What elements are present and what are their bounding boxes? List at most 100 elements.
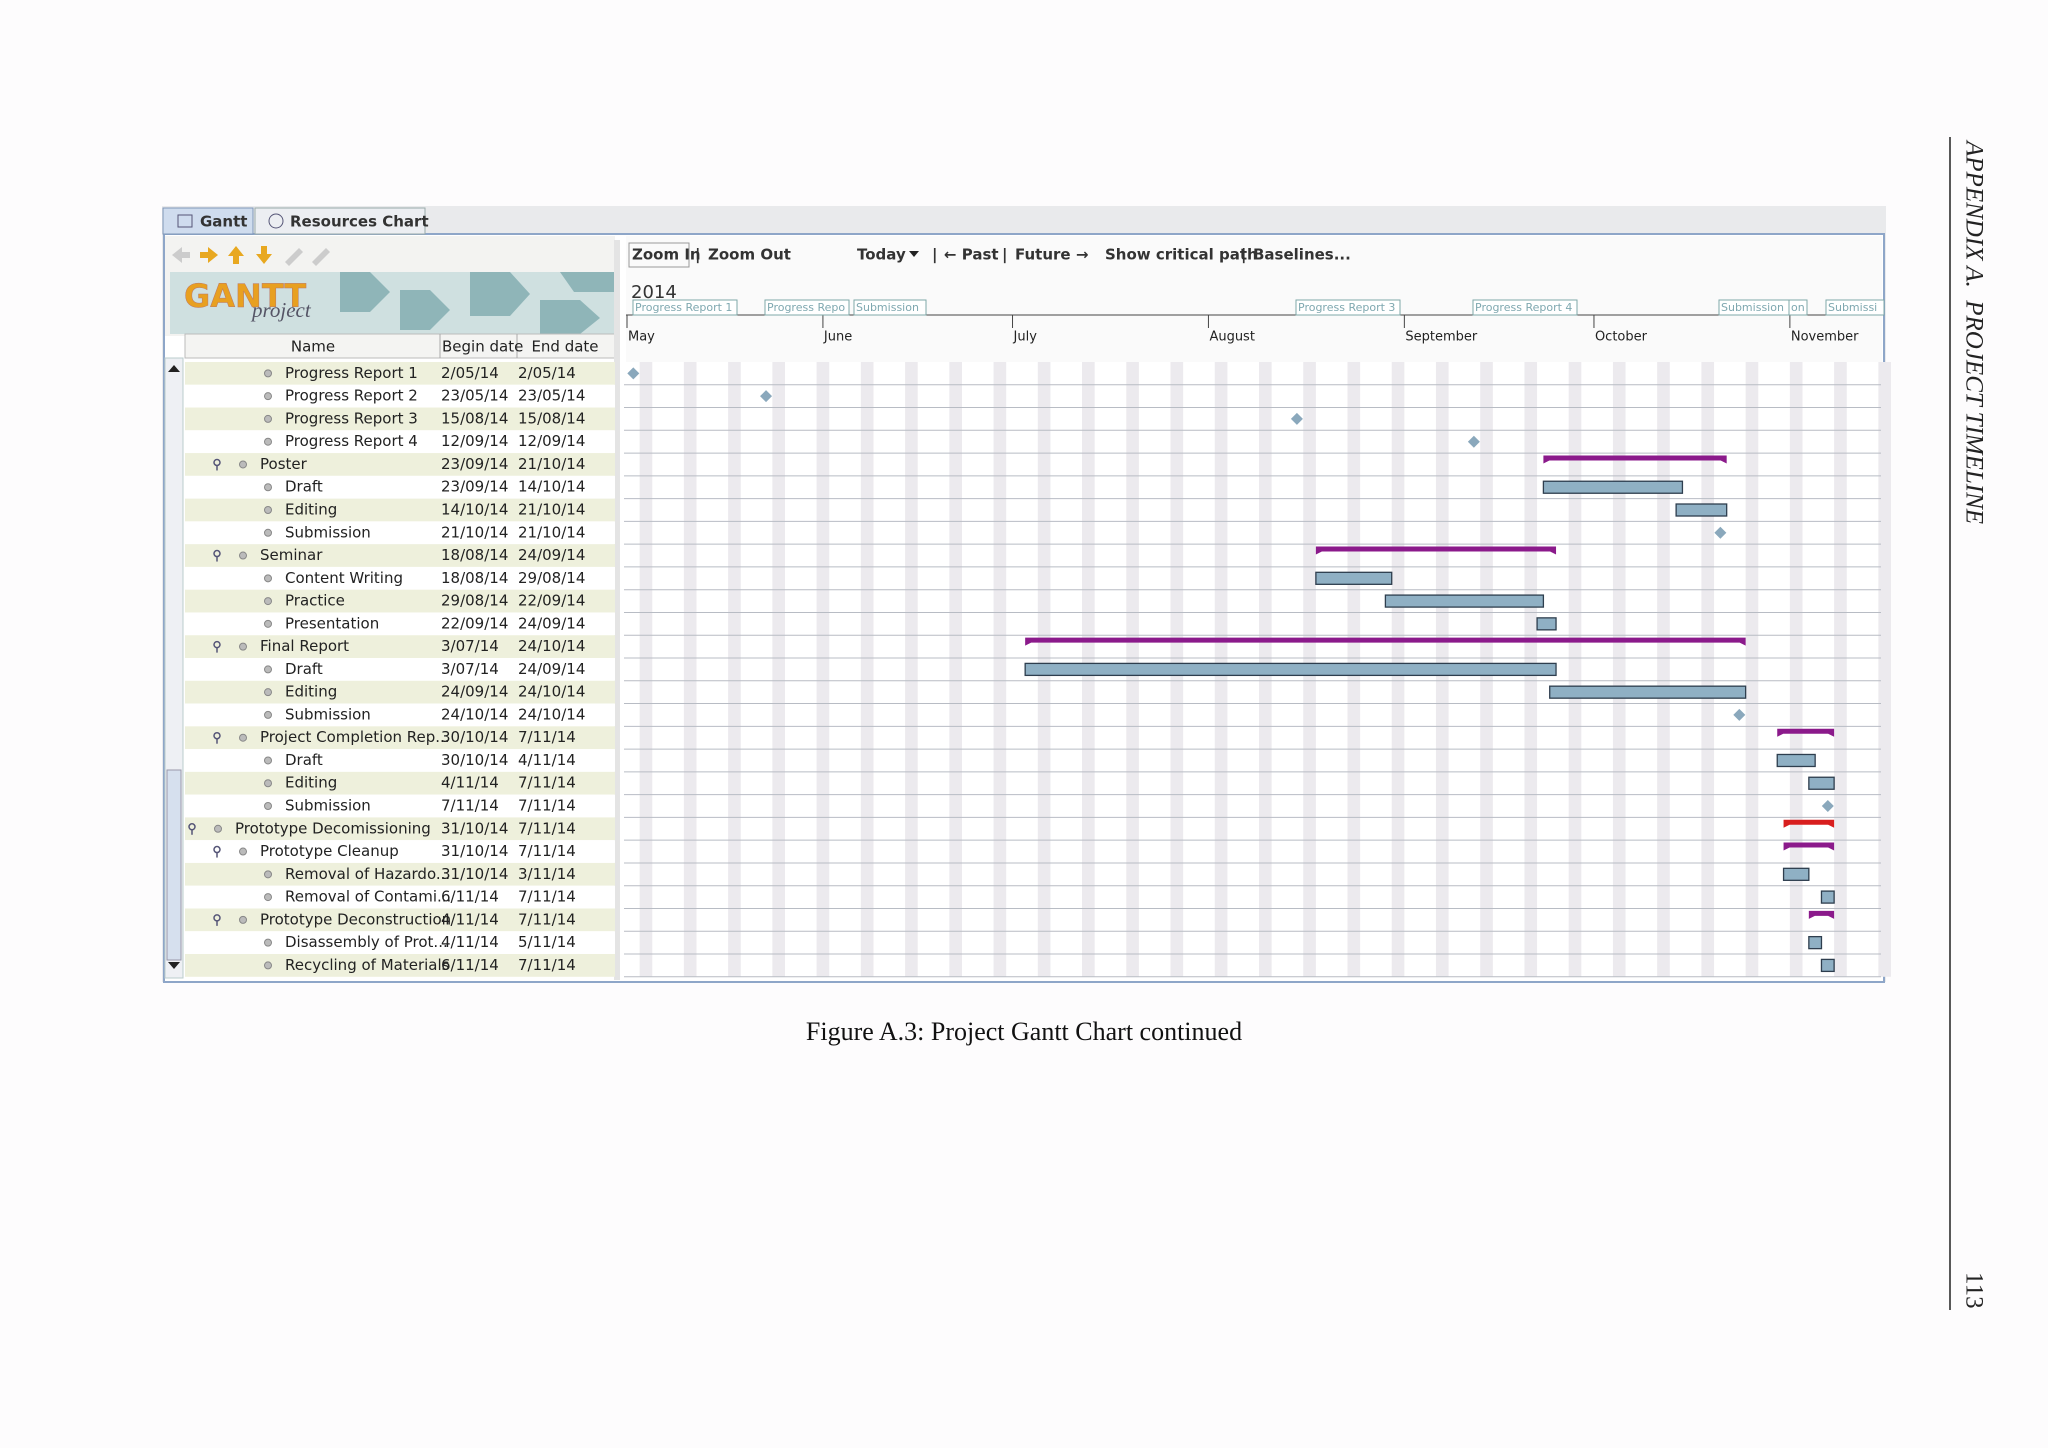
task-begin: 24/09/14 [441, 683, 508, 701]
task-begin: 4/11/14 [441, 910, 499, 928]
critical-path[interactable]: Show critical path [1105, 246, 1258, 264]
weekend-stripe [1745, 362, 1759, 977]
task-begin: 14/10/14 [441, 501, 508, 519]
milestone-tag-label: Submissi [1828, 301, 1877, 314]
milestone [627, 367, 640, 380]
table-row [185, 885, 615, 909]
task-name: Removal of Contami... [285, 888, 451, 906]
future[interactable]: Future → [1015, 246, 1088, 264]
weekend-stripe [1657, 362, 1670, 977]
icon-up[interactable] [228, 246, 244, 264]
milestone [1714, 526, 1727, 539]
zoom-in-button[interactable] [628, 242, 690, 268]
separator: | [932, 246, 937, 265]
row-bullet [264, 756, 272, 765]
logo-brand: GANTT [184, 277, 306, 315]
tab-icon [177, 214, 193, 228]
weekend-stripe [860, 362, 874, 977]
table-row [185, 475, 615, 499]
weekend-stripe [993, 362, 1007, 977]
task-begin: 23/09/14 [441, 455, 508, 473]
milestone-tag [1295, 299, 1401, 316]
task-end: 22/09/14 [518, 592, 585, 610]
task-end: 14/10/14 [518, 478, 585, 496]
task-end: 24/09/14 [518, 546, 585, 564]
table-row [185, 862, 615, 886]
caption: Figure A.3: Project Gantt Chart continue… [806, 1017, 1242, 1046]
scroll-thumb[interactable] [166, 769, 182, 961]
separator: | [695, 246, 700, 265]
logo-sub: project [250, 298, 312, 322]
icon-back[interactable] [172, 247, 190, 263]
task-name: Draft [285, 478, 323, 496]
table-row [185, 908, 615, 932]
month-label: October [1595, 330, 1648, 345]
row-bullet [264, 619, 272, 628]
task-bar [1536, 617, 1557, 631]
today[interactable]: Today [857, 246, 906, 264]
row-bullet [239, 915, 247, 924]
row-bullet [264, 597, 272, 606]
task-begin: 24/10/14 [441, 705, 508, 723]
task-begin: 3/07/14 [441, 660, 499, 678]
splitter[interactable] [614, 240, 620, 980]
milestone [1467, 435, 1480, 448]
task-begin: 12/09/14 [441, 432, 508, 450]
dropdown-arrow[interactable] [909, 251, 919, 257]
past[interactable]: ← Past [944, 246, 999, 264]
milestone-tag [1825, 299, 1885, 316]
weekend-stripe [1789, 362, 1803, 977]
task-end: 21/10/14 [518, 455, 585, 473]
icon-link[interactable] [285, 248, 303, 266]
row-bullet [264, 961, 272, 970]
tab-icon [268, 213, 284, 229]
milestone-tag-label: Progress Report 3 [1298, 301, 1395, 314]
task-begin: 29/08/14 [441, 592, 508, 610]
task-bar [1024, 662, 1557, 677]
icon-unlink[interactable] [312, 248, 330, 266]
zoom-in[interactable]: Zoom In [632, 246, 701, 264]
task-name: Final Report [260, 637, 349, 655]
weekend-stripe [949, 362, 962, 977]
tab-label[interactable]: Resources Chart [290, 213, 429, 231]
task-end: 3/11/14 [518, 865, 576, 883]
task-end: 24/09/14 [518, 614, 585, 632]
table-row [185, 840, 615, 863]
table-row [185, 384, 615, 408]
icon-down[interactable] [256, 246, 272, 264]
task-begin: 6/11/14 [441, 956, 499, 974]
row-bullet [264, 369, 272, 378]
task-begin: 2/05/14 [441, 364, 499, 382]
row-bullet [264, 665, 272, 674]
row-bullet [239, 460, 247, 469]
weekend-stripe [639, 362, 653, 977]
table-row [185, 771, 615, 795]
icon-forward[interactable] [200, 247, 218, 263]
row-bullet [264, 870, 272, 879]
task-begin: 23/09/14 [441, 478, 508, 496]
baselines[interactable]: Baselines... [1253, 246, 1351, 264]
weekend-stripe [816, 362, 830, 977]
weekend-stripe [1568, 362, 1582, 977]
task-name: Editing [285, 501, 337, 519]
task-end: 7/11/14 [518, 728, 576, 746]
task-bar [1549, 685, 1747, 699]
task-bar [1820, 890, 1835, 904]
task-begin: 6/11/14 [441, 888, 499, 906]
weekend-stripe [1612, 362, 1626, 977]
weekend-stripe [1878, 362, 1891, 977]
table-row [185, 726, 615, 750]
task-end: 12/09/14 [518, 432, 585, 450]
milestone [1290, 412, 1303, 425]
year: 2014 [631, 282, 677, 303]
task-bar [1782, 867, 1810, 881]
task-name: Content Writing [285, 569, 403, 587]
task-name: Editing [285, 683, 337, 701]
page-number: 113 [1960, 1272, 1987, 1309]
row-bullet [264, 392, 272, 401]
row-bullet [264, 779, 272, 788]
zoom-out[interactable]: Zoom Out [708, 246, 791, 264]
tab-label[interactable]: Gantt [200, 213, 247, 231]
row-bullet [264, 893, 272, 902]
task-bar [1542, 480, 1684, 494]
